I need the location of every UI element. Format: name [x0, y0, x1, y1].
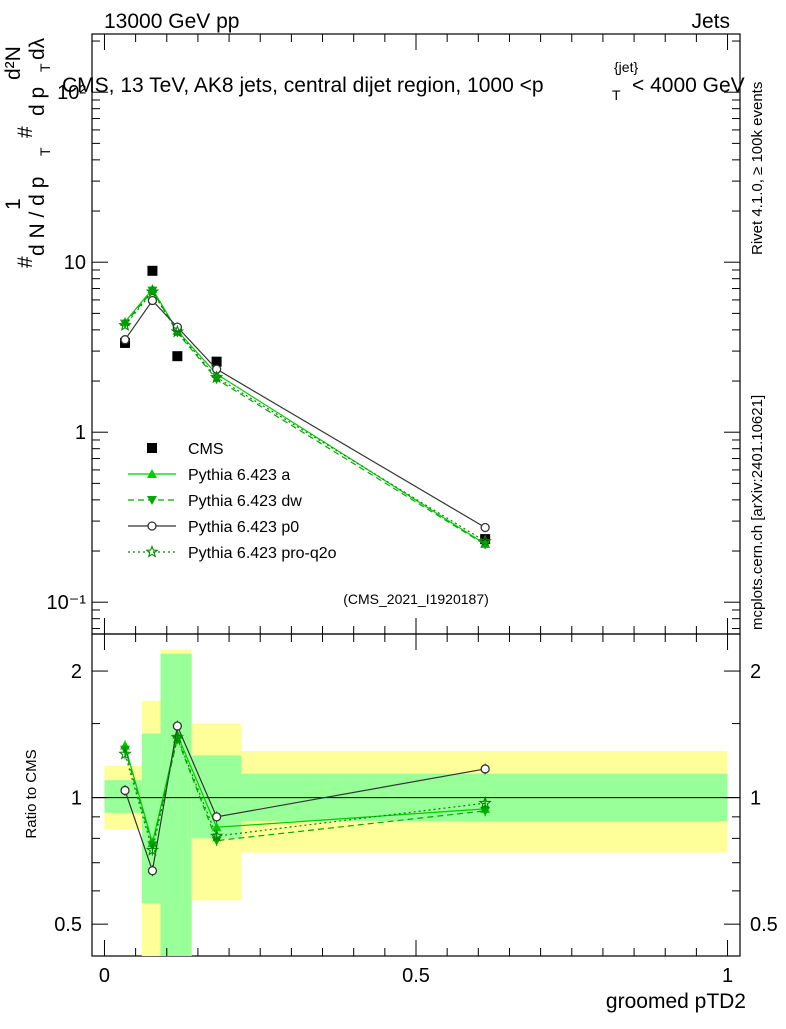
ratio-point: [147, 866, 158, 876]
series-cms: [120, 265, 491, 545]
series-point: [120, 319, 131, 329]
ratio-ytick-label-left: 0.5: [54, 914, 82, 936]
legend-label: Pythia 6.423 pro-q2o: [188, 545, 337, 562]
legend-label: CMS: [188, 441, 224, 458]
legend-marker: [147, 496, 157, 505]
ratio-point: [480, 764, 490, 774]
mcplots-label: mcplots.cern.ch [arXiv:2401.10621]: [749, 395, 766, 630]
series-pythia-6-423-pro-q2o: [118, 284, 492, 548]
ratio-ytick-label-right: 1: [750, 788, 761, 810]
ylabel-hash: #: [14, 256, 37, 268]
ratio-series-pythia-6-423-pro-q2o: [118, 730, 492, 856]
series-point: [480, 522, 490, 533]
series-point: [145, 284, 160, 298]
series-point: [147, 286, 158, 296]
series-point: [209, 370, 224, 384]
legend-marker: [147, 521, 157, 531]
legend-entry: Pythia 6.423 p0: [128, 519, 299, 536]
main-ytick-label: 1: [75, 422, 86, 444]
title-prefix: CMS, 13 TeV, AK8 jets, central dijet reg…: [62, 74, 544, 97]
series-line: [124, 290, 486, 542]
x-axis-label: groomed pTD2: [606, 990, 746, 1013]
ratio-xtick-label: 0.5: [402, 965, 430, 987]
legend: CMS Pythia 6.423 a Pythia 6.423 dw Pythia 6…: [128, 441, 337, 562]
ratio-point: [480, 806, 491, 816]
ratio-point: [145, 842, 160, 856]
legend-label: Pythia 6.423 p0: [188, 519, 299, 536]
chart-title: CMS, 13 TeV, AK8 jets, central dijet reg…: [62, 59, 745, 103]
ratio-ytick-label-right: 0.5: [750, 914, 778, 936]
ylabel-dp: d p: [26, 87, 49, 116]
ratio-point: [120, 785, 130, 796]
series-point: [478, 534, 492, 548]
ratio-point: [211, 822, 222, 832]
ratio-point: [211, 812, 222, 822]
data-point: [211, 356, 222, 367]
ylabel-t1: T: [37, 147, 53, 156]
legend-marker: [147, 469, 157, 478]
ylabel-dl: dλ: [26, 37, 49, 60]
ratio-ytick-label-left: 1: [71, 788, 82, 810]
ratio-axis-ticks: 0.5 0.5 1 1 2 2 0 0.5 1: [54, 634, 778, 987]
ratio-point: [170, 730, 185, 744]
series-point: [120, 335, 130, 345]
ratio-xtick-label: 0: [99, 965, 110, 987]
series-point: [118, 318, 132, 332]
legend-label: Pythia 6.423 dw: [188, 493, 302, 510]
ratio-point: [209, 829, 224, 842]
header-left-label: 13000 GeV pp: [104, 10, 239, 33]
green-band-2: [160, 653, 192, 956]
ylabel-t2: T: [37, 63, 53, 72]
ratio-y-axis-label: Ratio to CMS: [23, 749, 40, 838]
data-point: [147, 265, 158, 276]
ylabel-d2n: d²N: [2, 46, 25, 80]
ratio-point: [118, 746, 132, 760]
ylabel-hash2: #: [14, 126, 37, 138]
main-series-group: [118, 265, 492, 550]
ratio-uncertainty-bands: [104, 649, 728, 956]
main-ytick-label: 10: [64, 252, 86, 274]
legend-marker: [145, 544, 159, 558]
series-point: [147, 295, 158, 306]
ratio-point: [172, 721, 183, 731]
main-axis-ticks: 10⁻¹ 1 10 10²: [47, 34, 740, 634]
legend-entry: Pythia 6.423 a: [128, 467, 290, 484]
ratio-series-group: [118, 720, 492, 877]
title-sub: T: [612, 87, 621, 103]
green-band-0: [104, 780, 142, 813]
ylabel-dn: d N / d p: [26, 177, 49, 256]
green-band-1: [141, 733, 161, 904]
ratio-point: [478, 796, 492, 809]
header-right-label: Jets: [691, 10, 730, 33]
analysis-watermark: (CMS_2021_I1920187): [343, 591, 489, 607]
legend-label: Pythia 6.423 a: [188, 467, 290, 484]
legend-entry: Pythia 6.423 pro-q2o: [128, 544, 337, 562]
rivet-label: Rivet 4.1.0, ≥ 100k events: [749, 82, 766, 255]
ratio-xtick-label: 1: [722, 965, 733, 987]
ratio-ytick-label-left: 2: [71, 661, 82, 683]
legend-entry: Pythia 6.423 dw: [128, 493, 302, 510]
ratio-ytick-label-right: 2: [750, 661, 761, 683]
main-ytick-label: 10²: [57, 82, 86, 104]
legend-entry: CMS: [147, 441, 224, 458]
title-sup: {jet}: [614, 59, 638, 75]
main-plot-frame: [91, 33, 741, 635]
data-point: [172, 351, 183, 362]
main-y-axis-label: # 1 d N / d p T # d²N d p T dλ: [2, 37, 53, 268]
legend-marker: [147, 443, 157, 453]
ratio-series-pythia-6-423-p0: [120, 720, 490, 877]
series-point: [170, 324, 185, 338]
ylabel-one: 1: [2, 198, 25, 210]
main-ytick-label: 10⁻¹: [47, 592, 87, 614]
title-suffix: < 4000 GeV: [632, 74, 745, 97]
